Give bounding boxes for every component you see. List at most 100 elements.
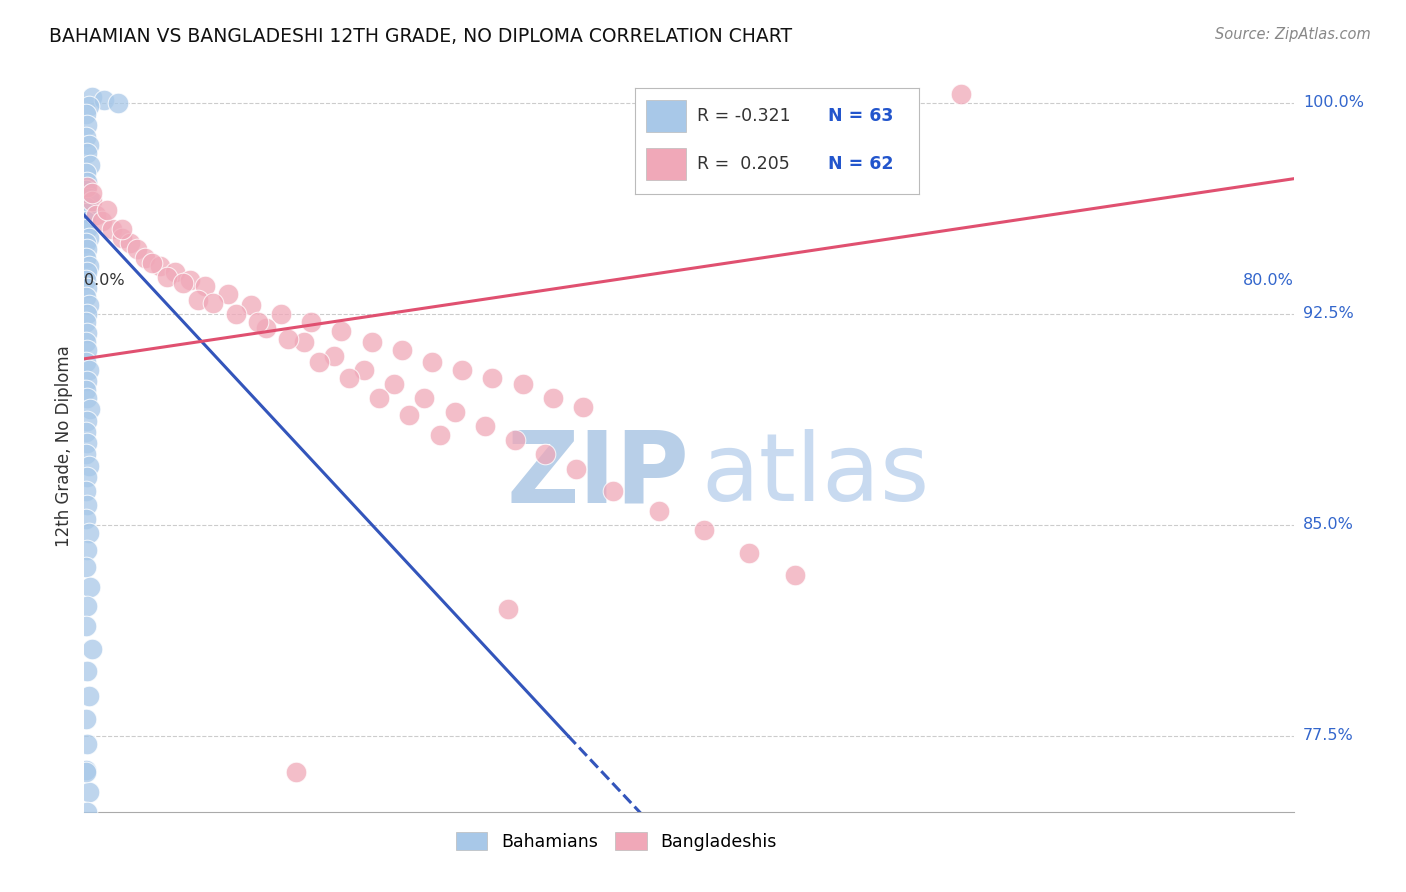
Point [75, 290, 97, 304]
Text: atlas: atlas [702, 429, 929, 521]
Point [337, 371, 360, 385]
Point [225, 307, 247, 321]
Point [76, 414, 98, 428]
Point [76, 436, 98, 450]
Point [353, 363, 375, 377]
Point [79, 158, 101, 172]
Point [648, 504, 671, 518]
Point [201, 295, 224, 310]
Point [75, 765, 97, 780]
Point [496, 602, 519, 616]
Point [391, 343, 413, 358]
Point [111, 231, 134, 245]
Point [75, 214, 97, 228]
Point [330, 324, 353, 338]
Text: 85.0%: 85.0% [1303, 517, 1354, 533]
Point [86, 208, 108, 222]
Point [76, 242, 98, 256]
Point [783, 568, 806, 582]
Point [76, 118, 98, 132]
Point [75, 129, 97, 144]
Point [76, 222, 98, 236]
Point [76, 470, 98, 484]
Point [270, 307, 292, 321]
Point [76, 805, 98, 819]
Point [187, 293, 209, 307]
Point [413, 391, 436, 405]
Point [75, 315, 97, 329]
Point [75, 447, 97, 461]
Point [239, 298, 262, 312]
Point [77, 526, 100, 541]
Point [76, 664, 98, 678]
Point [76, 498, 98, 512]
Point [76, 374, 98, 388]
Point [149, 259, 172, 273]
Point [118, 236, 141, 251]
Point [481, 371, 503, 385]
Point [75, 107, 97, 121]
Point [75, 354, 97, 368]
Point [194, 278, 217, 293]
Point [75, 483, 97, 498]
Point [79, 580, 101, 594]
Point [308, 354, 330, 368]
Point [429, 427, 451, 442]
Point [285, 765, 308, 780]
Point [107, 95, 129, 110]
Point [93, 93, 115, 107]
Point [80, 90, 103, 104]
Point [76, 180, 98, 194]
Point [420, 354, 443, 368]
Point [96, 202, 118, 217]
Point [572, 400, 595, 414]
Point [254, 321, 277, 335]
Point [77, 363, 100, 377]
Point [141, 256, 163, 270]
Point [503, 434, 526, 448]
Point [75, 425, 97, 439]
Point [693, 524, 716, 538]
Point [80, 186, 103, 200]
Point [165, 264, 187, 278]
Point [564, 461, 586, 475]
Point [77, 138, 100, 153]
Point [77, 785, 100, 799]
Point [76, 543, 98, 558]
Point [77, 191, 100, 205]
Point [75, 251, 97, 265]
Point [950, 87, 973, 102]
Point [172, 276, 194, 290]
Point [76, 307, 98, 321]
Point [75, 200, 97, 214]
Point [299, 315, 322, 329]
Point [322, 349, 344, 363]
Point [76, 737, 98, 751]
Text: Source: ZipAtlas.com: Source: ZipAtlas.com [1215, 27, 1371, 42]
Point [76, 343, 98, 358]
Point [75, 183, 97, 197]
Point [77, 690, 100, 704]
Point [77, 298, 100, 312]
Point [77, 98, 100, 112]
Point [76, 599, 98, 614]
Point [292, 334, 315, 349]
Point [75, 619, 97, 633]
Point [111, 222, 134, 236]
Point [512, 377, 534, 392]
Point [77, 259, 100, 273]
Point [80, 194, 103, 209]
Point [75, 383, 97, 397]
Text: 77.5%: 77.5% [1303, 728, 1354, 743]
Point [541, 391, 564, 405]
Point [75, 560, 97, 574]
Point [134, 251, 156, 265]
Text: 80.0%: 80.0% [1243, 273, 1294, 288]
Y-axis label: 12th Grade, No Diploma: 12th Grade, No Diploma [55, 345, 73, 547]
Point [76, 281, 98, 295]
Point [602, 483, 624, 498]
Point [76, 391, 98, 405]
Point [75, 712, 97, 726]
Point [474, 419, 496, 434]
Point [156, 270, 179, 285]
